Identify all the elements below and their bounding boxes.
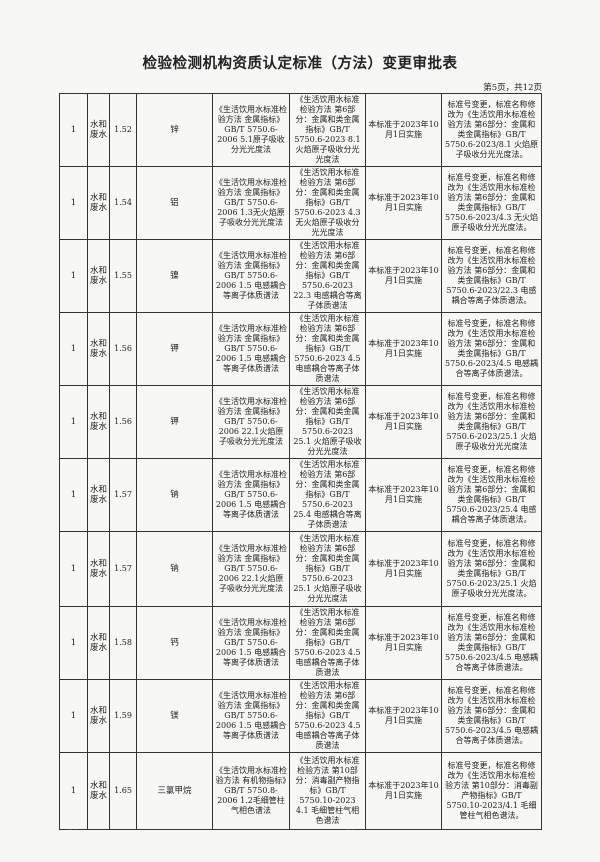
item-cell: 三氯甲烷 <box>136 752 213 830</box>
implementation-cell: 本标准于2023年10月1日实施 <box>365 752 442 830</box>
row-number: 1 <box>59 312 88 386</box>
implementation-cell: 本标准于2023年10月1日实施 <box>365 458 442 532</box>
implementation-cell: 本标准于2023年10月1日实施 <box>365 312 442 386</box>
implementation-cell: 本标准于2023年10月1日实施 <box>365 239 442 313</box>
category-cell: 水和废水 <box>87 531 110 607</box>
old-standard-cell: 《生活饮用水标准检验方法 有机物指标》GB/T 5750.8-2006 1.2毛… <box>212 752 290 830</box>
new-standard-cell: 《生活饮用水标准检验方法 第6部分：金属和类金属指标》GB/T 5750.6-2… <box>289 679 366 753</box>
implementation-cell: 本标准于2023年10月1日实施 <box>365 93 442 167</box>
item-cell: 钠 <box>136 531 213 607</box>
category-cell: 水和废水 <box>87 458 110 532</box>
row-number: 1 <box>59 752 88 830</box>
row-number: 1 <box>59 531 88 607</box>
table-row: 1 水和废水 1.52 锌《生活饮用水标准检验方法 金属指标》GB/T 5750.6-… <box>59 93 542 167</box>
old-standard-cell: 《生活饮用水标准检验方法 金属指标》GB/T 5750.6-2006 22.1火… <box>212 531 290 607</box>
code-cell: 1.65 <box>109 752 137 830</box>
table-row: 1 水和废水 1.59 镁《生活饮用水标准检验方法 金属指标》GB/T 5750.6-… <box>59 679 542 753</box>
change-description-cell: 标准号变更，标准名称修改为《生活饮用水标准检验方法 第10部分：消毒副产物指标》… <box>441 752 542 830</box>
code-cell: 1.56 <box>109 385 137 459</box>
change-description-cell: 标准号变更，标准名称修改为《生活饮用水标准检验方法 第6部分：金属和类金属指标》… <box>441 679 542 753</box>
row-number: 1 <box>59 679 88 753</box>
category-cell: 水和废水 <box>87 93 110 167</box>
implementation-cell: 本标准于2023年10月1日实施 <box>365 385 442 459</box>
code-cell: 1.54 <box>109 166 137 240</box>
change-description-cell: 标准号变更，标准名称修改为《生活饮用水标准检验方法 第6部分：金属和类金属指标》… <box>441 531 542 607</box>
old-standard-cell: 《生活饮用水标准检验方法 金属指标》GB/T 5750.6-2006 1.3无火… <box>212 166 290 240</box>
change-description-cell: 标准号变更，标准名称修改为《生活饮用水标准检验方法 第6部分：金属和类金属指标》… <box>441 239 542 313</box>
category-cell: 水和废水 <box>87 312 110 386</box>
table-row: 1 水和废水 1.57 钠《生活饮用水标准检验方法 金属指标》GB/T 5750.6-… <box>59 458 542 532</box>
new-standard-cell: 《生活饮用水标准检验方法 第6部分：金属和类金属指标》GB/T 5750.6-2… <box>289 239 366 313</box>
table-row: 1 水和废水 1.65 三氯甲烷 《生活饮用水标准检验方法 有机物指标》GB/T 575… <box>59 752 542 830</box>
old-standard-cell: 《生活饮用水标准检验方法 金属指标》GB/T 5750.6-2006 1.5 电… <box>212 458 290 532</box>
row-number: 1 <box>59 239 88 313</box>
old-standard-cell: 《生活饮用水标准检验方法 金属指标》GB/T 5750.6-2006 22.1火… <box>212 385 290 459</box>
code-cell: 1.52 <box>109 93 137 167</box>
old-standard-cell: 《生活饮用水标准检验方法 金属指标》GB/T 5750.6-2006 5.1原子… <box>212 93 290 167</box>
new-standard-cell: 《生活饮用水标准检验方法 第10部分：消毒副产物指标》GB/T 5750.10-… <box>289 752 366 830</box>
code-cell: 1.56 <box>109 312 137 386</box>
change-description-cell: 标准号变更，标准名称修改为《生活饮用水标准检验方法 第6部分：金属和类金属指标》… <box>441 458 542 532</box>
change-approval-table: 1 水和废水 1.52 锌《生活饮用水标准检验方法 金属指标》GB/T 5750.6-… <box>59 93 542 830</box>
old-standard-cell: 《生活饮用水标准检验方法 金属指标》GB/T 5750.6-2006 1.5 电… <box>212 606 290 680</box>
category-cell: 水和废水 <box>87 606 110 680</box>
change-description-cell: 标准号变更，标准名称修改为《生活饮用水标准检验方法 第6部分：金属和类金属指标》… <box>441 93 542 167</box>
table-row: 1 水和废水 1.56 钾《生活饮用水标准检验方法 金属指标》GB/T 5750.6-… <box>59 385 542 459</box>
row-number: 1 <box>59 93 88 167</box>
category-cell: 水和废水 <box>87 385 110 459</box>
item-cell: 钾 <box>136 312 213 386</box>
new-standard-cell: 《生活饮用水标准检验方法 第6部分：金属和类金属指标》GB/T 5750.6-2… <box>289 312 366 386</box>
code-cell: 1.58 <box>109 606 137 680</box>
new-standard-cell: 《生活饮用水标准检验方法 第6部分：金属和类金属指标》GB/T 5750.6-2… <box>289 458 366 532</box>
implementation-cell: 本标准于2023年10月1日实施 <box>365 679 442 753</box>
implementation-cell: 本标准于2023年10月1日实施 <box>365 166 442 240</box>
new-standard-cell: 《生活饮用水标准检验方法 第6部分：金属和类金属指标》GB/T 5750.6-2… <box>289 93 366 167</box>
table-row: 1 水和废水 1.54 铝《生活饮用水标准检验方法 金属指标》GB/T 5750.6-… <box>59 166 542 240</box>
document-title: 检验检测机构资质认定标准（方法）变更审批表 <box>142 55 458 72</box>
category-cell: 水和废水 <box>87 166 110 240</box>
code-cell: 1.57 <box>109 531 137 607</box>
page-number: 第5页，共12页 <box>483 83 542 93</box>
old-standard-cell: 《生活饮用水标准检验方法 金属指标》GB/T 5750.6-2006 1.5 电… <box>212 312 290 386</box>
item-cell: 钙 <box>136 606 213 680</box>
item-cell: 镁 <box>136 679 213 753</box>
table-row: 1 水和废水 1.57 钠《生活饮用水标准检验方法 金属指标》GB/T 5750.6-… <box>59 531 542 607</box>
table-row: 1 水和废水 1.55 镍《生活饮用水标准检验方法 金属指标》GB/T 5750.6-… <box>59 239 542 313</box>
implementation-cell: 本标准于2023年10月1日实施 <box>365 531 442 607</box>
category-cell: 水和废水 <box>87 679 110 753</box>
item-cell: 铝 <box>136 166 213 240</box>
old-standard-cell: 《生活饮用水标准检验方法 金属指标》GB/T 5750.6-2006 1.5 电… <box>212 239 290 313</box>
row-number: 1 <box>59 166 88 240</box>
implementation-cell: 本标准于2023年10月1日实施 <box>365 606 442 680</box>
scan-mark: ·· · <box>345 826 354 834</box>
code-cell: 1.55 <box>109 239 137 313</box>
table-row: 1 水和废水 1.58 钙《生活饮用水标准检验方法 金属指标》GB/T 5750.6-… <box>59 606 542 680</box>
old-standard-cell: 《生活饮用水标准检验方法 金属指标》GB/T 5750.6-2006 1.5 电… <box>212 679 290 753</box>
item-cell: 锌 <box>136 93 213 167</box>
table-row: 1 水和废水 1.56 钾《生活饮用水标准检验方法 金属指标》GB/T 5750.6-… <box>59 312 542 386</box>
code-cell: 1.57 <box>109 458 137 532</box>
change-description-cell: 标准号变更，标准名称修改为《生活饮用水标准检验方法 第6部分：金属和类金属指标》… <box>441 166 542 240</box>
change-description-cell: 标准号变更，标准名称修改为《生活饮用水标准检验方法 第6部分：金属和类金属指标》… <box>441 385 542 459</box>
category-cell: 水和废水 <box>87 752 110 830</box>
new-standard-cell: 《生活饮用水标准检验方法 第6部分：金属和类金属指标》GB/T 5750.6-2… <box>289 606 366 680</box>
category-cell: 水和废水 <box>87 239 110 313</box>
new-standard-cell: 《生活饮用水标准检验方法 第6部分：金属和类金属指标》GB/T 5750.6-2… <box>289 385 366 459</box>
code-cell: 1.59 <box>109 679 137 753</box>
new-standard-cell: 《生活饮用水标准检验方法 第6部分：金属和类金属指标》GB/T 5750.6-2… <box>289 531 366 607</box>
new-standard-cell: 《生活饮用水标准检验方法 第6部分：金属和类金属指标》GB/T 5750.6-2… <box>289 166 366 240</box>
change-description-cell: 标准号变更，标准名称修改为《生活饮用水标准检验方法 第6部分：金属和类金属指标》… <box>441 312 542 386</box>
row-number: 1 <box>59 458 88 532</box>
item-cell: 镍 <box>136 239 213 313</box>
item-cell: 钾 <box>136 385 213 459</box>
item-cell: 钠 <box>136 458 213 532</box>
row-number: 1 <box>59 385 88 459</box>
scan-mark: ·· · <box>68 826 77 834</box>
change-description-cell: 标准号变更，标准名称修改为《生活饮用水标准检验方法 第6部分：金属和类金属指标》… <box>441 606 542 680</box>
row-number: 1 <box>59 606 88 680</box>
